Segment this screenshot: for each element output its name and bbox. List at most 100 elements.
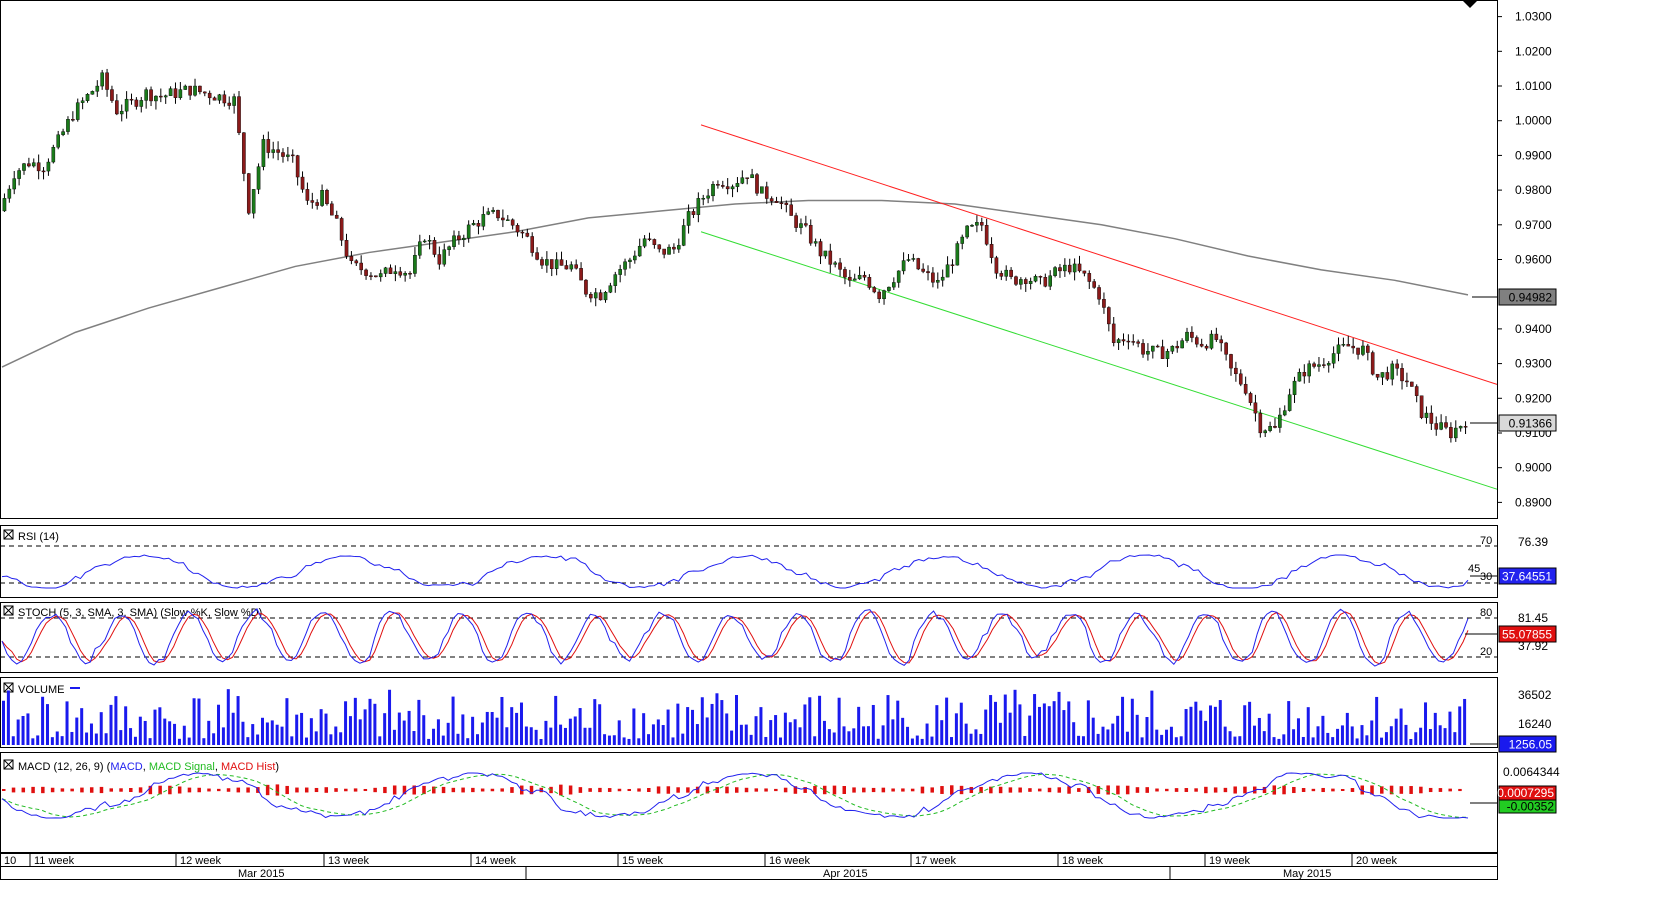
volume-bar [666, 709, 670, 745]
volume-bar [1204, 720, 1208, 745]
candle-body [1317, 364, 1321, 367]
macd-hist-bar [1047, 787, 1052, 793]
candle-body [1351, 345, 1355, 349]
week-label: 18 week [1062, 855, 1103, 867]
volume-bar [1174, 737, 1178, 745]
volume-bar [744, 724, 748, 745]
macd-hist-bar [265, 784, 270, 796]
candle-body [457, 235, 461, 241]
volume-bar [730, 730, 734, 745]
candle-body [711, 184, 715, 197]
volume-bar [1081, 736, 1085, 745]
volume-bar [1223, 726, 1227, 745]
macd-hist-bar [1311, 788, 1316, 792]
candle-body [1019, 279, 1023, 285]
macd-hist-bar [1389, 785, 1394, 795]
macd-hist-bar [295, 787, 299, 793]
volume-bar [417, 699, 421, 745]
candle-body [667, 246, 671, 255]
macd-hist-bar [568, 785, 573, 795]
volume-bar [808, 697, 812, 745]
collapse-marker-icon[interactable] [1462, 0, 1478, 8]
volume-bar [519, 702, 523, 745]
candle-body [1439, 422, 1443, 430]
volume-bar [85, 732, 89, 745]
candle-body [276, 149, 280, 153]
macd-signal-line [1, 773, 1469, 818]
volume-bar [842, 726, 846, 745]
candlesticks [2, 68, 1468, 443]
volume-bar [1370, 720, 1374, 745]
volume-bar [871, 704, 875, 745]
candle-body [1160, 346, 1165, 359]
volume-bar [344, 701, 348, 745]
candle-body [808, 225, 813, 244]
volume-bar [769, 720, 773, 745]
volume-bar [1384, 732, 1388, 745]
candle-body [1004, 269, 1009, 277]
candle-body [124, 98, 129, 112]
volume-bar [676, 703, 680, 745]
candle-body [330, 203, 334, 216]
volume-bar [1292, 729, 1296, 745]
candle-body [1014, 276, 1018, 285]
volume-bar [940, 720, 944, 745]
candle-body [1331, 353, 1336, 364]
candle-body [202, 91, 207, 94]
volume-bar [651, 724, 655, 745]
volume-bar [603, 734, 607, 745]
candle-body [559, 259, 564, 266]
candle-body [1263, 430, 1268, 434]
candle-body [545, 259, 549, 266]
candle-body [1175, 345, 1180, 349]
volume-bar [1389, 726, 1393, 745]
candle-body [1375, 373, 1380, 378]
candle-body [305, 189, 310, 201]
candle-body [1199, 343, 1204, 347]
price-tick-label: 1.0200 [1515, 44, 1552, 58]
candle-body [794, 215, 798, 228]
volume-bar [754, 716, 758, 745]
volume-bar [1160, 734, 1164, 745]
volume-bar [656, 719, 660, 745]
volume-bar [1394, 718, 1398, 745]
macd-hist-bar [1458, 788, 1462, 792]
candle-body [339, 218, 344, 241]
volume-bar [31, 738, 35, 745]
macd-hist-bar [1233, 786, 1237, 794]
volume-bar [26, 713, 30, 745]
candle-body [1449, 427, 1453, 439]
candle-body [848, 276, 852, 281]
volume-bar [163, 718, 167, 745]
volume-bar [231, 712, 235, 745]
candle-body [1312, 363, 1316, 367]
volume-bar [1091, 717, 1095, 745]
macd-hist-bar [1194, 788, 1198, 792]
macd-legend: MACD (12, 26, 9) (MACD, MACD Signal, MAC… [18, 761, 279, 773]
candle-body [31, 162, 36, 167]
volume-bar [993, 701, 997, 745]
candle-body [403, 273, 407, 276]
volume-bar [559, 724, 563, 745]
volume-bar [764, 736, 768, 745]
candle-body [144, 89, 148, 101]
candle-body [1151, 345, 1155, 352]
candle-body [823, 250, 828, 257]
rsi-level-30: 30 [1480, 571, 1492, 583]
candle-body [281, 152, 285, 157]
macd-hist-bar [910, 788, 915, 792]
macd-hist-bar [588, 788, 592, 792]
macd-hist-bar [1409, 786, 1413, 794]
volume-bar [510, 707, 514, 745]
volume-bar [11, 736, 15, 745]
candle-body [1380, 372, 1385, 378]
candle-body [1194, 337, 1199, 345]
macd-legend-hist: MACD Hist [221, 761, 275, 773]
volume-legend: VOLUME [18, 684, 64, 696]
candle-body [56, 134, 60, 148]
macd-hist-bar [60, 788, 65, 792]
macd-hist-bar [80, 787, 84, 793]
volume-bar [1121, 696, 1125, 745]
candle-body [549, 259, 554, 269]
volume-bar [524, 726, 528, 745]
